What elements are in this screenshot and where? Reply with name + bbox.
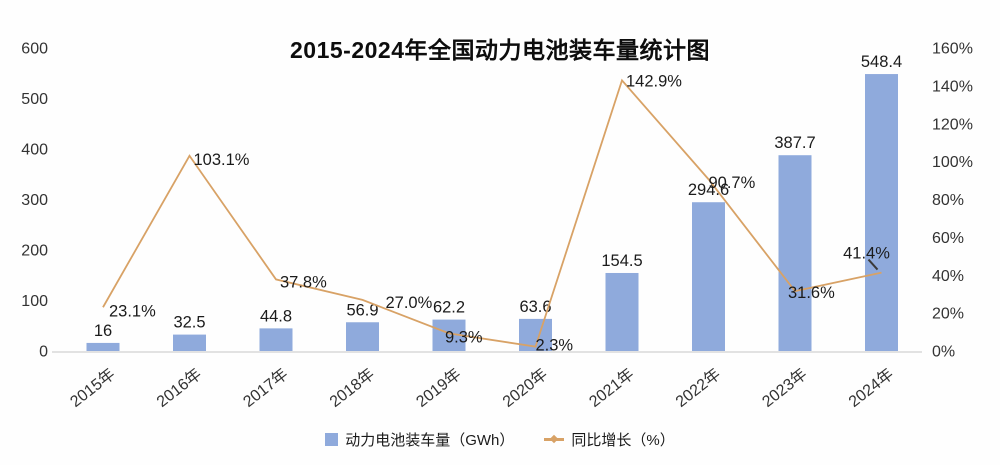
growth-pct-label: 103.1% xyxy=(194,151,250,169)
left-axis-tick-label: 600 xyxy=(21,41,48,58)
x-axis-tick-label: 2018年 xyxy=(326,365,378,411)
bar-value-label: 387.7 xyxy=(774,134,815,152)
growth-pct-label: 37.8% xyxy=(280,273,327,291)
left-axis-tick-label: 500 xyxy=(21,91,48,108)
growth-pct-label: 9.3% xyxy=(445,328,483,346)
legend-line-label: 同比增长（%） xyxy=(571,432,675,449)
growth-pct-label: 31.6% xyxy=(788,284,835,302)
bar-value-label: 294.6 xyxy=(688,181,729,199)
bar-2021年 xyxy=(605,272,639,351)
chart-title: 2015-2024年全国动力电池装车量统计图 xyxy=(290,37,710,63)
line-series-swatch-icon xyxy=(544,434,565,444)
right-axis-tick-label: 60% xyxy=(932,230,964,247)
line-marker-diamond-icon xyxy=(550,434,559,444)
growth-pct-label: 27.0% xyxy=(386,294,433,312)
growth-pct-label: 142.9% xyxy=(626,72,682,90)
left-axis-tick-label: 300 xyxy=(21,192,48,209)
growth-line xyxy=(102,78,882,348)
x-axis-tick-label: 2020年 xyxy=(499,365,551,411)
bar-value-label: 154.5 xyxy=(601,252,642,270)
legend-bar-label: 动力电池装车量（GWh） xyxy=(345,432,515,449)
label-leader-line xyxy=(867,258,879,271)
x-axis-tick-label: 2019年 xyxy=(413,365,465,411)
left-axis-tick-label: 400 xyxy=(21,142,48,159)
left-axis-tick-label: 0 xyxy=(39,344,48,361)
x-axis-tick-label: 2021年 xyxy=(586,365,638,411)
growth-pct-label: 41.4% xyxy=(843,245,890,263)
bar-value-label: 16 xyxy=(94,322,112,340)
x-axis-tick-label: 2016年 xyxy=(153,365,205,411)
bar-2024年 xyxy=(865,74,898,352)
right-axis-tick-label: 20% xyxy=(932,306,964,323)
right-axis-tick-label: 0% xyxy=(932,344,955,361)
right-axis-tick-label: 160% xyxy=(932,41,973,58)
x-axis-tick-label: 2022年 xyxy=(672,365,724,411)
x-axis-tick-label: 2023年 xyxy=(759,365,811,411)
x-axis-tick-label: 2024年 xyxy=(845,365,897,411)
right-axis-tick-label: 120% xyxy=(932,116,973,133)
bar-2016年 xyxy=(173,334,206,351)
chart-legend: 动力电池装车量（GWh） 同比增长（%） xyxy=(0,429,1000,450)
left-axis-tick-label: 100 xyxy=(21,293,48,310)
right-axis-tick-label: 80% xyxy=(932,192,964,209)
growth-pct-label: 23.1% xyxy=(109,302,156,320)
x-axis-tick-label: 2017年 xyxy=(240,365,292,411)
x-axis-tick-label: 2015年 xyxy=(67,365,119,411)
bar-value-label: 44.8 xyxy=(260,307,292,325)
bar-2015年 xyxy=(86,342,120,351)
bar-series-swatch-icon xyxy=(325,433,339,446)
bar-2022年 xyxy=(692,202,725,351)
bar-value-label: 32.5 xyxy=(173,314,205,332)
bar-2017年 xyxy=(259,328,293,351)
bar-value-label: 63.6 xyxy=(519,298,551,316)
bar-2023年 xyxy=(778,155,812,351)
right-axis-tick-label: 140% xyxy=(932,78,973,95)
bar-2018年 xyxy=(346,322,379,351)
legend-item-bar: 动力电池装车量（GWh） xyxy=(325,429,514,450)
legend-item-line: 同比增长（%） xyxy=(544,429,675,450)
bar-value-label: 56.9 xyxy=(346,301,378,319)
growth-pct-label: 90.7% xyxy=(709,174,756,192)
growth-pct-label: 2.3% xyxy=(536,337,574,355)
right-axis-tick-label: 40% xyxy=(932,268,964,285)
bar-value-label: 548.4 xyxy=(861,53,902,71)
right-axis-tick-label: 100% xyxy=(932,154,973,171)
bar-value-label: 62.2 xyxy=(433,299,465,317)
left-axis-tick-label: 200 xyxy=(21,243,48,260)
